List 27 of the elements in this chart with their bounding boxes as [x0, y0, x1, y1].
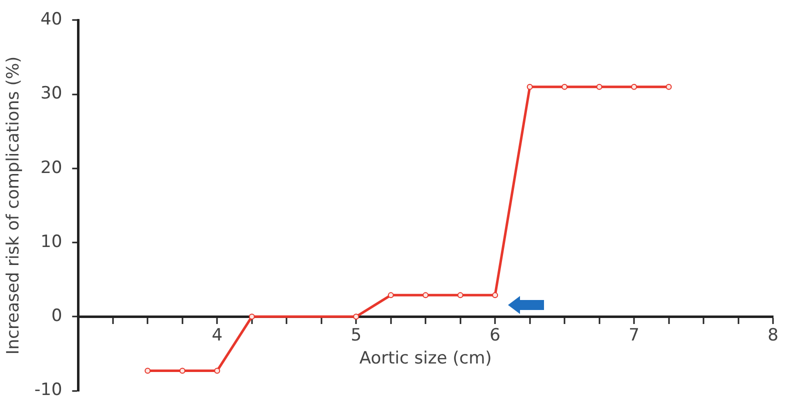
point	[388, 292, 394, 298]
y-tick-label: 0	[51, 306, 62, 326]
x-tick-label: 4	[212, 325, 223, 346]
point	[248, 314, 255, 320]
point	[666, 84, 672, 90]
y-tick-label: 10	[40, 232, 62, 252]
point	[422, 292, 429, 298]
x-axis-title: Aortic size (cm)	[359, 348, 492, 369]
point	[631, 84, 638, 90]
point	[562, 84, 568, 90]
y-axis-title: Increased risk of complications (%)	[4, 56, 24, 355]
x-tick-label: 6	[490, 325, 500, 346]
point	[353, 314, 360, 320]
point	[596, 84, 602, 90]
y-tick-label: -10	[34, 380, 62, 400]
point	[144, 368, 151, 374]
point	[214, 368, 220, 374]
y-tick-label: 30	[40, 84, 62, 104]
point	[526, 84, 533, 90]
y-tick-label: 20	[40, 158, 62, 178]
point	[492, 292, 498, 298]
y-tick-label: 40	[40, 10, 62, 30]
point	[179, 368, 186, 374]
x-tick-label: 5	[350, 325, 362, 346]
x-tick-label: 8	[768, 325, 778, 346]
point	[457, 292, 464, 298]
x-tick-label: 7	[628, 325, 640, 346]
